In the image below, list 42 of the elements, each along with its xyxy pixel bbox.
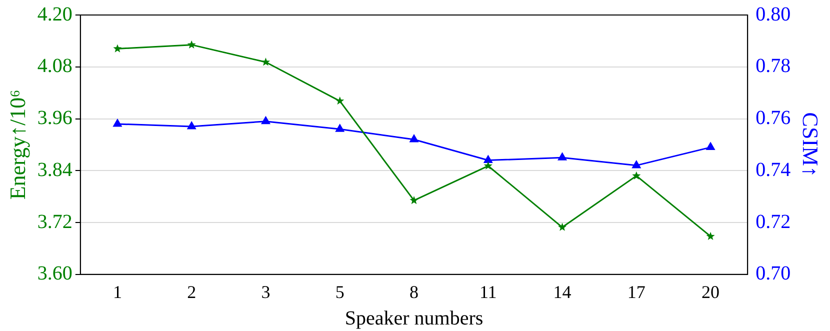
y2-tick-label: 0.80 (756, 3, 791, 26)
y-tick-label: 4.08 (37, 55, 72, 78)
y-tick-label: 4.20 (37, 3, 72, 26)
y-axis-title: Energy↑/10⁶ (4, 90, 30, 200)
x-tick-label: 2 (187, 282, 196, 302)
x-tick-label: 5 (335, 282, 344, 302)
y2-tick-label: 0.74 (756, 158, 791, 181)
point (632, 160, 641, 168)
y2-tick-label: 0.72 (756, 210, 791, 233)
x-axis-title: Speaker numbers (344, 307, 484, 330)
y2-tick-label: 0.78 (756, 55, 791, 78)
x-tick-label: 3 (261, 282, 270, 302)
point (336, 124, 344, 132)
point (113, 119, 122, 127)
y2-axis-title: CSIM↑ (798, 112, 824, 178)
point (632, 171, 641, 180)
point (410, 134, 418, 142)
x-tick-label: 14 (553, 282, 572, 302)
point (558, 222, 567, 231)
point (113, 44, 122, 52)
point (706, 232, 715, 240)
point (410, 196, 418, 204)
x-tick-label: 20 (702, 282, 720, 302)
point (187, 40, 196, 48)
point (706, 142, 715, 150)
x-tick-label: 8 (410, 282, 418, 302)
x-tick-label: 17 (627, 282, 646, 302)
point (187, 122, 196, 130)
point (558, 152, 566, 160)
point (484, 161, 492, 170)
y-tick-label: 3.84 (37, 158, 72, 181)
x-tick-label: 11 (479, 282, 497, 302)
x-tick-label: 1 (112, 282, 122, 302)
y-tick-label: 3.72 (37, 210, 72, 233)
point (261, 58, 270, 66)
point (484, 156, 492, 164)
y-tick-label: 3.60 (37, 262, 72, 285)
y2-tick-label: 0.76 (756, 107, 791, 130)
point (262, 116, 270, 124)
y2-tick-label: 0.70 (756, 262, 791, 285)
point (336, 96, 344, 105)
y-tick-label: 3.96 (37, 107, 72, 130)
